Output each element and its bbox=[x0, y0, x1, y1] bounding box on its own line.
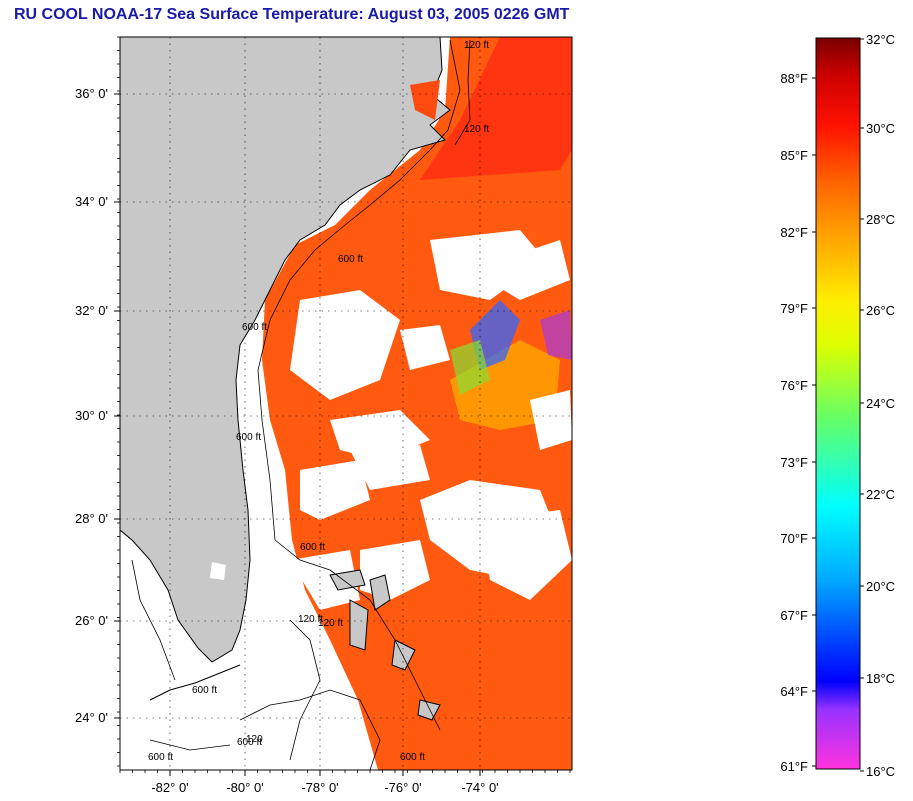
depth-contours bbox=[131, 39, 471, 770]
celsius-label: 16°C bbox=[866, 764, 895, 779]
latitude-label: 34° 0' bbox=[75, 194, 108, 209]
latitude-label: 26° 0' bbox=[75, 613, 108, 628]
graticule bbox=[114, 36, 572, 776]
latitude-label: 32° 0' bbox=[75, 303, 108, 318]
fahrenheit-label: 88°F bbox=[780, 71, 808, 86]
fahrenheit-label: 76°F bbox=[780, 378, 808, 393]
fahrenheit-label: 73°F bbox=[780, 455, 808, 470]
bahamas-islands bbox=[329, 569, 441, 721]
fahrenheit-label: 85°F bbox=[780, 148, 808, 163]
map-title: RU COOL NOAA-17 Sea Surface Temperature:… bbox=[14, 6, 570, 23]
colorbar-fahrenheit-labels: 88°F 85°F 82°F 79°F 76°F 73°F 70°F 67°F 64°F 61°F bbox=[780, 71, 816, 774]
contour-label: 600 ft bbox=[236, 432, 261, 443]
contour-label: 120 ft bbox=[464, 40, 489, 51]
fahrenheit-label: 61°F bbox=[780, 759, 808, 774]
fahrenheit-label: 64°F bbox=[780, 684, 808, 699]
contour-label: 600 ft bbox=[338, 254, 363, 265]
longitude-label: -74° 0' bbox=[461, 780, 498, 795]
sst-green-patch bbox=[450, 340, 490, 395]
longitude-label: -80° 0' bbox=[226, 780, 263, 795]
celsius-label: 20°C bbox=[866, 579, 895, 594]
contour-label: 600 ft bbox=[400, 752, 425, 763]
contour-label: 600 ft bbox=[148, 752, 173, 763]
contour-label: 120 ft bbox=[464, 124, 489, 135]
celsius-label: 32°C bbox=[866, 32, 895, 47]
celsius-label: 24°C bbox=[866, 396, 895, 411]
latitude-label: 30° 0' bbox=[75, 408, 108, 423]
contour-label: 600 ft bbox=[192, 685, 217, 696]
sst-warm-band bbox=[420, 37, 572, 180]
fahrenheit-label: 79°F bbox=[780, 301, 808, 316]
fahrenheit-label: 82°F bbox=[780, 225, 808, 240]
contour-label: 120 ft bbox=[318, 618, 343, 629]
fahrenheit-label: 70°F bbox=[780, 531, 808, 546]
longitude-label: -76° 0' bbox=[384, 780, 421, 795]
contour-label: 600 ft bbox=[242, 322, 267, 333]
contour-label: 600 ft bbox=[237, 737, 262, 748]
longitude-labels: -82° 0' -80° 0' -78° 0' -76° 0' -74° 0' bbox=[151, 780, 498, 795]
contour-label: 120 bbox=[246, 734, 263, 745]
celsius-label: 26°C bbox=[866, 303, 895, 318]
latitude-label: 24° 0' bbox=[75, 710, 108, 725]
contour-label: 120 ft bbox=[298, 614, 323, 625]
contour-label: 600 ft bbox=[300, 542, 325, 553]
latitude-labels: 36° 0' 34° 0' 32° 0' 30° 0' 28° 0' 26° 0' 24° … bbox=[75, 86, 108, 725]
lake-okeechobee bbox=[210, 562, 226, 580]
latitude-label: 36° 0' bbox=[75, 86, 108, 101]
colorbar-celsius-labels: 32°C 30°C 28°C 26°C 24°C 22°C 20°C 18°C 16°C bbox=[860, 32, 895, 779]
cloud-patches bbox=[290, 230, 572, 610]
celsius-label: 30°C bbox=[866, 121, 895, 136]
latitude-label: 28° 0' bbox=[75, 511, 108, 526]
celsius-label: 22°C bbox=[866, 487, 895, 502]
sst-cold-eddy-2 bbox=[540, 310, 572, 360]
land-mass bbox=[120, 37, 451, 663]
map-area bbox=[120, 37, 572, 770]
fahrenheit-label: 67°F bbox=[780, 608, 808, 623]
longitude-label: -82° 0' bbox=[151, 780, 188, 795]
pamlico-sound bbox=[410, 80, 440, 120]
map-border bbox=[119, 36, 573, 771]
longitude-label: -78° 0' bbox=[301, 780, 338, 795]
celsius-label: 28°C bbox=[866, 212, 895, 227]
florida-keys bbox=[149, 664, 241, 701]
colorbar bbox=[815, 37, 861, 770]
celsius-label: 18°C bbox=[866, 671, 895, 686]
